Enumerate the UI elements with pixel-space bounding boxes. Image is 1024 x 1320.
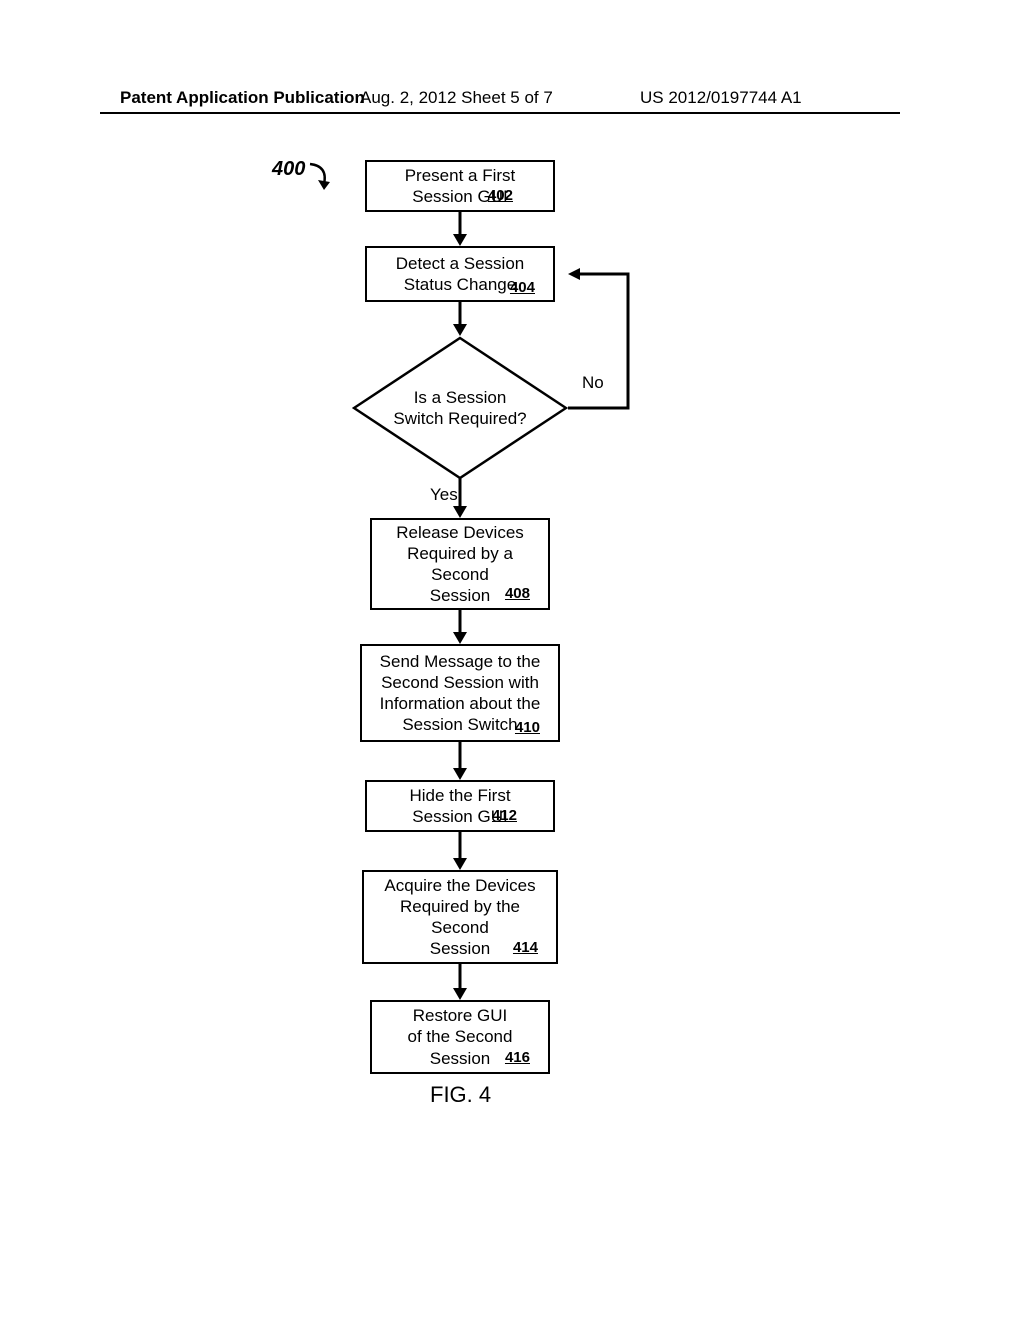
ref-arrow-icon (306, 160, 334, 194)
arrow-412-414 (450, 832, 470, 872)
header-left: Patent Application Publication (120, 88, 365, 108)
box-414-num: 414 (513, 939, 538, 958)
box-402-num: 402 (488, 187, 513, 206)
arrow-decision-408 (450, 478, 470, 520)
arrow-402-404 (450, 212, 470, 248)
box-416-text: Restore GUI of the Second Session (408, 1005, 513, 1069)
box-410: Send Message to the Second Session with … (360, 644, 560, 742)
box-412: Hide the First Session GUI 412 (365, 780, 555, 832)
arrow-408-410 (450, 610, 470, 646)
decision-text: Is a Session Switch Required? (352, 336, 568, 480)
ref-label-400: 400 (272, 158, 305, 181)
header-rule (100, 112, 900, 114)
header-mid: Aug. 2, 2012 Sheet 5 of 7 (360, 88, 553, 108)
arrow-410-412 (450, 742, 470, 782)
box-414: Acquire the Devices Required by the Seco… (362, 870, 558, 964)
box-404-text: Detect a Session Status Change (396, 253, 525, 296)
arrow-no-loop (566, 268, 646, 418)
box-408-num: 408 (505, 585, 530, 604)
figure-caption: FIG. 4 (430, 1082, 491, 1108)
arrow-414-416 (450, 964, 470, 1002)
box-402: Present a First Session GUI 402 (365, 160, 555, 212)
box-416: Restore GUI of the Second Session 416 (370, 1000, 550, 1074)
box-410-num: 410 (515, 719, 540, 738)
box-404-num: 404 (510, 279, 535, 298)
box-408: Release Devices Required by a Second Ses… (370, 518, 550, 610)
box-412-num: 412 (492, 807, 517, 826)
arrow-404-decision (450, 302, 470, 338)
box-404: Detect a Session Status Change 404 (365, 246, 555, 302)
header-right: US 2012/0197744 A1 (640, 88, 802, 108)
decision-diamond: Is a Session Switch Required? (352, 336, 568, 480)
flowchart-canvas: 400 Present a First Session GUI 402 Dete… (0, 150, 1024, 1270)
box-416-num: 416 (505, 1049, 530, 1068)
